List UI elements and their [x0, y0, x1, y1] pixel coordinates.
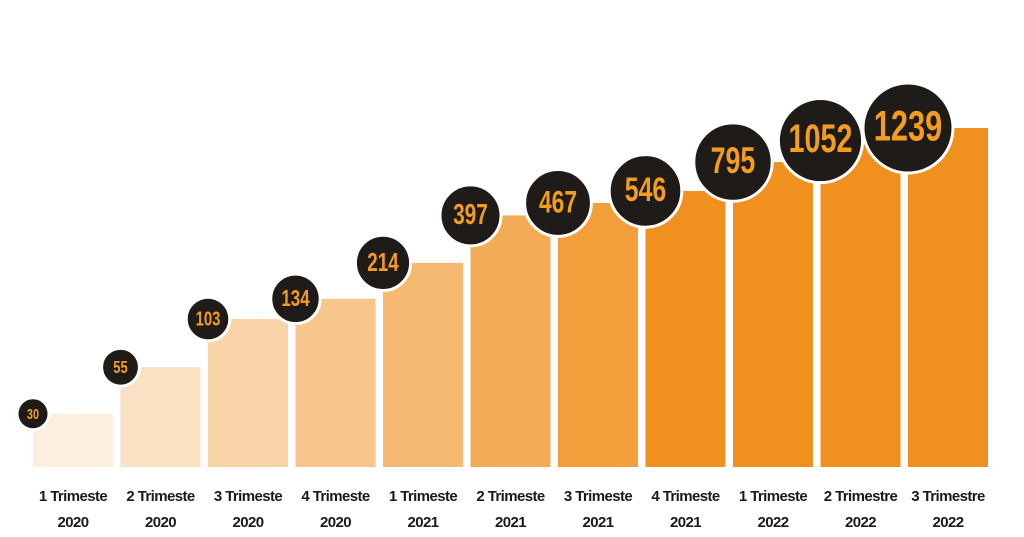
x-tick-label: 2020 — [145, 514, 176, 531]
x-tick-label: 3 Trimestre — [911, 488, 985, 505]
x-tick-label: 2022 — [933, 514, 964, 531]
bar — [733, 162, 813, 467]
x-tick-label: 4 Trimeste — [651, 488, 719, 505]
value-badge: 1052 — [776, 96, 865, 185]
bar — [558, 202, 638, 467]
x-tick-label: 2021 — [495, 514, 526, 531]
bar — [208, 319, 288, 467]
data-label: 30 — [27, 405, 39, 422]
value-badge: 214 — [353, 233, 413, 292]
x-tick-label: 4 Trimeste — [301, 488, 369, 505]
badge-circle — [353, 233, 413, 292]
badge-circle — [184, 295, 232, 343]
badge-circle — [100, 346, 141, 388]
x-tick-label: 1 Trimeste — [739, 488, 807, 505]
value-badge: 134 — [269, 272, 322, 326]
x-tick-label: 2 Trimeste — [476, 488, 544, 505]
badge-circle — [861, 81, 955, 175]
bar — [820, 140, 901, 468]
x-tick-label: 2 Trimeste — [126, 488, 194, 505]
x-tick-label: 2022 — [758, 514, 789, 531]
x-tick-label: 3 Trimeste — [214, 488, 282, 505]
value-badge: 55 — [100, 346, 141, 388]
bar — [470, 215, 551, 467]
data-label: 795 — [711, 140, 756, 181]
value-badge: 397 — [438, 183, 503, 248]
data-label: 55 — [113, 358, 128, 378]
badge-circle — [15, 396, 51, 432]
badge-circle — [776, 96, 865, 185]
value-badge: 103 — [184, 295, 232, 343]
data-label: 397 — [453, 199, 488, 231]
badge-circle — [438, 183, 503, 248]
x-tick-label: 1 Trimeste — [39, 488, 107, 505]
value-badge: 30 — [15, 396, 51, 432]
bar — [295, 298, 376, 467]
x-tick-label: 3 Trimeste — [564, 488, 632, 505]
badge-circle — [269, 272, 322, 326]
x-tick-label: 2021 — [583, 514, 614, 531]
x-tick-label: 2020 — [320, 514, 351, 531]
x-tick-label: 2020 — [58, 514, 89, 531]
data-label: 467 — [539, 184, 577, 220]
x-tick-label: 2020 — [233, 514, 264, 531]
bar — [120, 367, 201, 467]
value-badge: 467 — [523, 168, 593, 238]
data-label: 134 — [281, 285, 310, 311]
x-tick-label: 2021 — [408, 514, 439, 531]
data-label: 1052 — [788, 117, 852, 162]
badge-circle — [607, 153, 684, 229]
value-badge: 1239 — [861, 81, 955, 175]
value-badge: 546 — [607, 153, 684, 229]
bar — [383, 262, 463, 467]
data-label: 1239 — [874, 101, 943, 149]
data-label: 546 — [625, 171, 666, 209]
badge-circle — [692, 121, 774, 203]
value-badge: 795 — [692, 121, 774, 203]
x-tick-label: 2 Trimestre — [824, 488, 898, 505]
x-tick-label: 2022 — [845, 514, 876, 531]
bar — [645, 190, 726, 467]
data-label: 103 — [196, 307, 221, 330]
x-tick-label: 2021 — [670, 514, 701, 531]
badge-circle — [523, 168, 593, 238]
bar — [908, 128, 988, 467]
data-label: 214 — [367, 247, 399, 277]
x-tick-label: 1 Trimeste — [389, 488, 457, 505]
